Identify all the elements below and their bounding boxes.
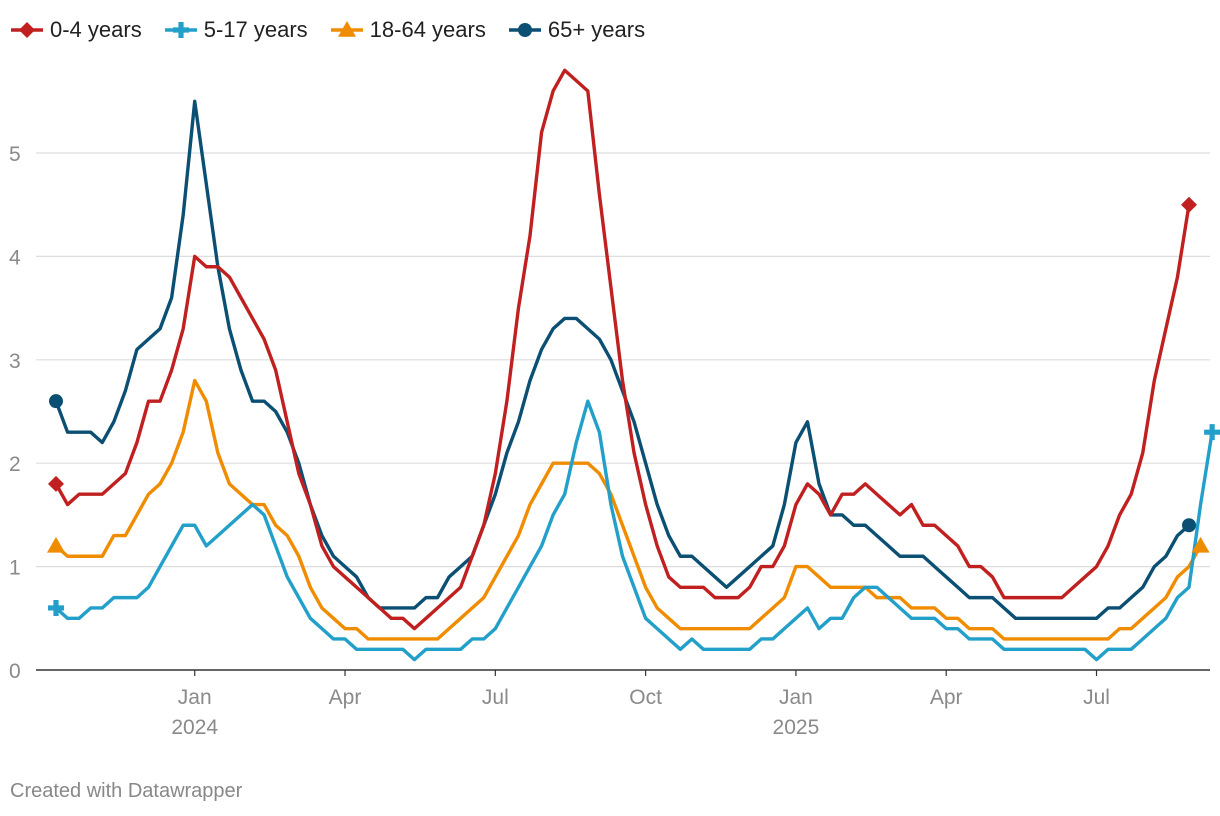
diamond-icon (11, 22, 43, 38)
y-tick-label: 4 (9, 246, 21, 269)
x-tick-label: Jul (1083, 686, 1110, 709)
legend-item-5-17-years: 5-17 years (164, 17, 308, 43)
legend-label: 0-4 years (50, 17, 142, 42)
y-tick-label: 0 (9, 660, 21, 683)
series-line-5-17-years (54, 399, 1214, 662)
x-tick-label: Jan (779, 686, 813, 709)
x-tick-label: Jul (482, 686, 509, 709)
series-start-marker-65-years (49, 394, 63, 409)
legend-label: 5-17 years (203, 17, 308, 42)
series-line-0-4-years (54, 68, 1191, 631)
y-tick-label: 3 (9, 350, 21, 373)
series-end-marker-65-years (1182, 518, 1196, 533)
legend: 0-4 years 5-17 years 18-64 years 65+ years (10, 14, 645, 46)
legend-marker (517, 23, 532, 37)
y-tick-label: 5 (9, 143, 21, 166)
triangle-icon (330, 21, 363, 37)
footer-credit: Created with Datawrapper (10, 780, 243, 802)
x-year-label: 2025 (773, 716, 820, 739)
y-tick-label: 1 (9, 557, 21, 580)
x-year-label: 2024 (171, 716, 218, 739)
x-tick-label: Apr (329, 686, 362, 709)
legend-item-65-years: 65+ years (508, 17, 645, 43)
x-tick-label: Apr (930, 686, 963, 709)
series-end-marker-0-4-years (1181, 196, 1197, 213)
legend-marker (19, 22, 35, 38)
legend-marker (337, 21, 356, 37)
series-start-marker-18-64-years (47, 536, 65, 553)
x-tick-label: Oct (629, 686, 662, 709)
series-end-marker-18-64-years (1191, 536, 1210, 553)
legend-item-0-4-years: 0-4 years (10, 17, 142, 43)
series-start-marker-0-4-years (48, 475, 64, 492)
circle-icon (508, 23, 541, 37)
series-start-marker-5-17-years (48, 599, 64, 616)
plus-icon (164, 22, 197, 38)
y-tick-label: 2 (9, 453, 21, 476)
legend-label: 65+ years (547, 17, 646, 42)
x-tick-label: Jan (178, 686, 212, 709)
series-line-18-64-years (54, 378, 1203, 641)
legend-marker (172, 22, 189, 38)
series-end-marker-5-17-years (1204, 424, 1220, 441)
legend-label: 18-64 years (369, 17, 486, 42)
legend-item-18-64-years: 18-64 years (330, 17, 486, 43)
